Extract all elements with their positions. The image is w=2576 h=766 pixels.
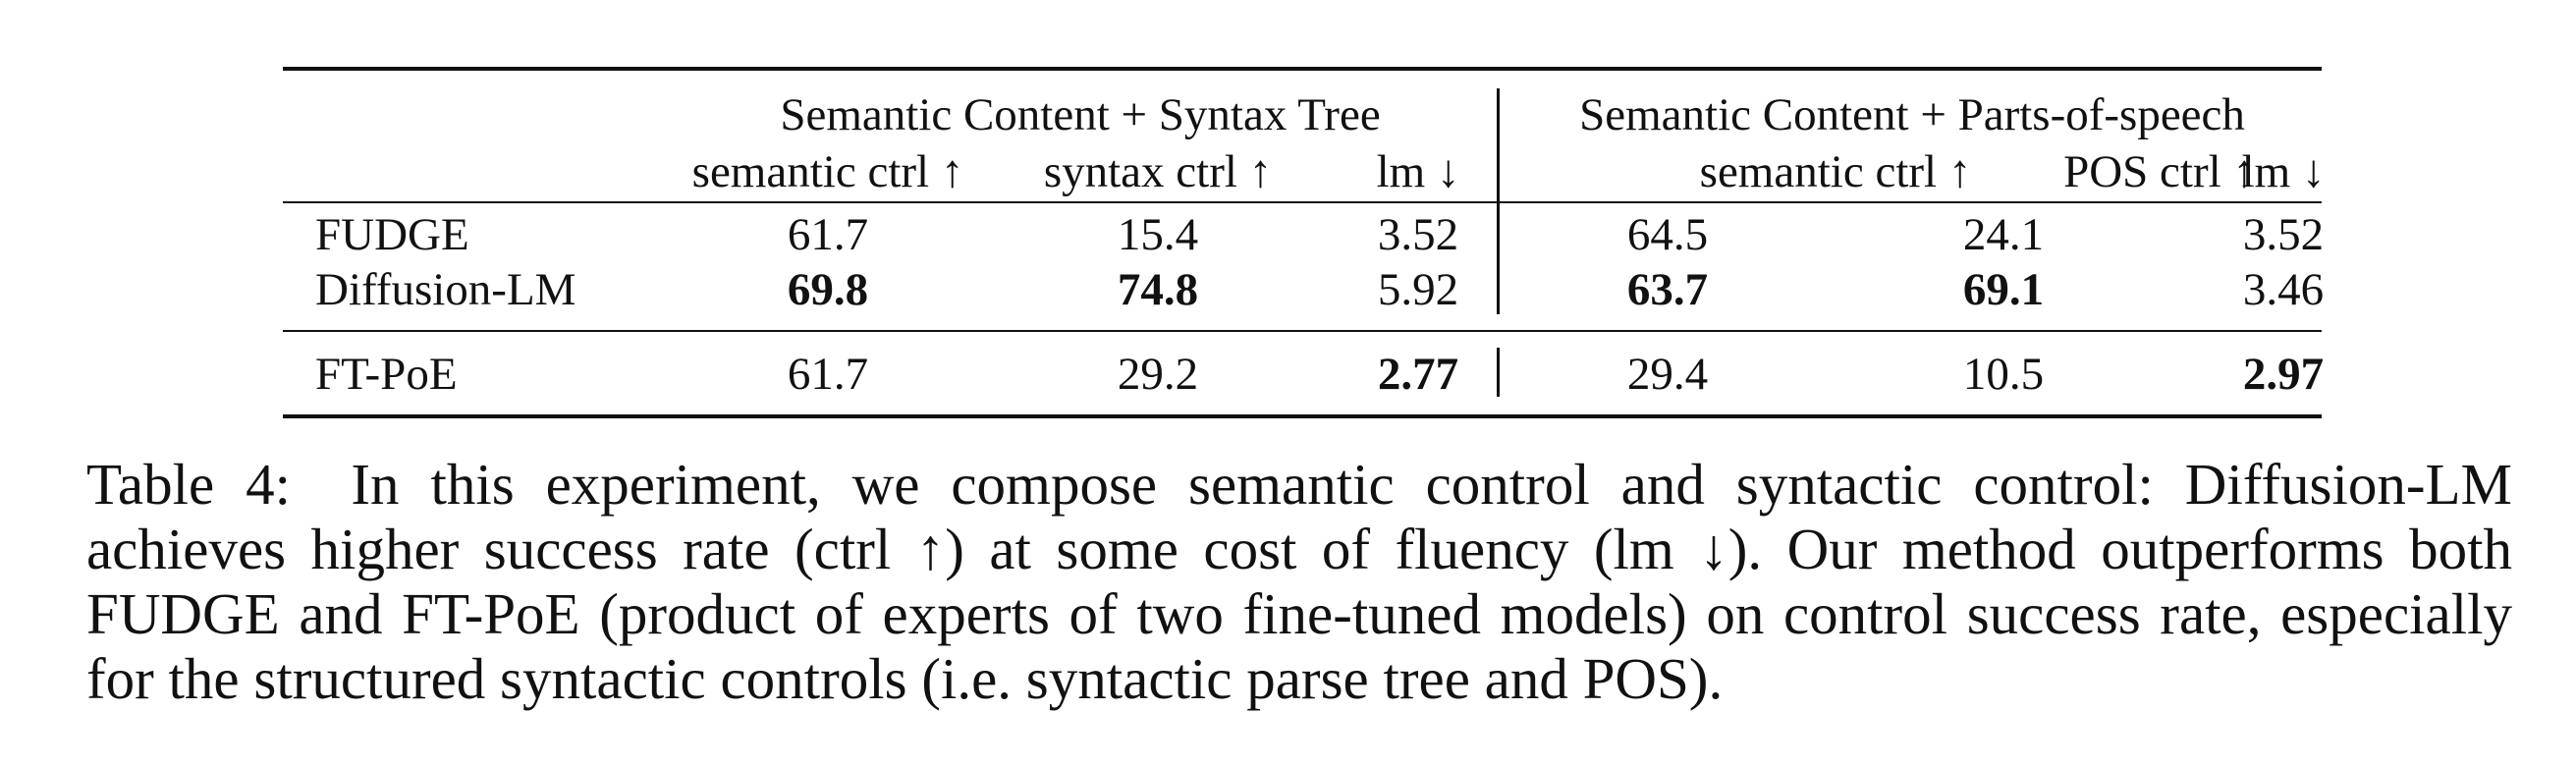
group-header-syntax-tree: Semantic Content + Syntax Tree	[780, 89, 1381, 140]
group-divider	[1497, 88, 1500, 314]
caption-line: Table 4: In this experiment, we compose …	[86, 452, 2512, 517]
mid-rule	[283, 330, 2322, 332]
group-divider-lower	[1497, 348, 1500, 397]
table-caption: Table 4: In this experiment, we compose …	[86, 452, 2512, 711]
column-header: semantic ctrl ↑	[1699, 146, 1972, 197]
column-header: lm ↓	[1376, 146, 1460, 197]
caption-line: FUDGE and FT-PoE (product of experts of …	[86, 581, 2512, 646]
bottom-rule	[283, 414, 2322, 418]
row-label-ft-poe: FT-PoE	[315, 349, 458, 400]
caption-line: for the structured syntactic controls (i…	[86, 646, 1724, 711]
column-header: semantic ctrl ↑	[691, 146, 964, 197]
group-header-pos: Semantic Content + Parts-of-speech	[1579, 89, 2245, 140]
table-cell: 29.4	[1626, 349, 1709, 400]
table-cell: 69.8	[787, 264, 869, 315]
table-cell: 3.52	[1377, 209, 1459, 260]
header-rule	[283, 201, 2322, 203]
table-cell: 5.92	[1377, 264, 1459, 315]
table-cell: 3.52	[2242, 209, 2325, 260]
table-cell: 3.46	[2242, 264, 2325, 315]
table-cell: 2.77	[1377, 349, 1459, 400]
results-table: Semantic Content + Syntax Tree Semantic …	[283, 67, 2325, 418]
caption-line: achieves higher success rate (ctrl ↑) at…	[86, 517, 2512, 581]
row-label-fudge: FUDGE	[315, 209, 469, 260]
table-cell: 24.1	[1962, 209, 2045, 260]
table-cell: 63.7	[1626, 264, 1709, 315]
column-header: syntax ctrl ↑	[1043, 146, 1273, 197]
table-cell: 61.7	[787, 349, 869, 400]
table-cell: 2.97	[2242, 349, 2325, 400]
table-cell: 64.5	[1626, 209, 1709, 260]
table-cell: 74.8	[1117, 264, 1199, 315]
table-cell: 61.7	[787, 209, 869, 260]
row-label-diffusion-lm: Diffusion-LM	[315, 264, 576, 315]
table-cell: 29.2	[1117, 349, 1199, 400]
table-cell: 10.5	[1962, 349, 2045, 400]
table-cell: 15.4	[1117, 209, 1199, 260]
column-header: POS ctrl ↑	[2063, 146, 2256, 197]
table-cell: 69.1	[1962, 264, 2045, 315]
column-header: lm ↓	[2241, 146, 2326, 197]
top-rule	[283, 67, 2322, 71]
